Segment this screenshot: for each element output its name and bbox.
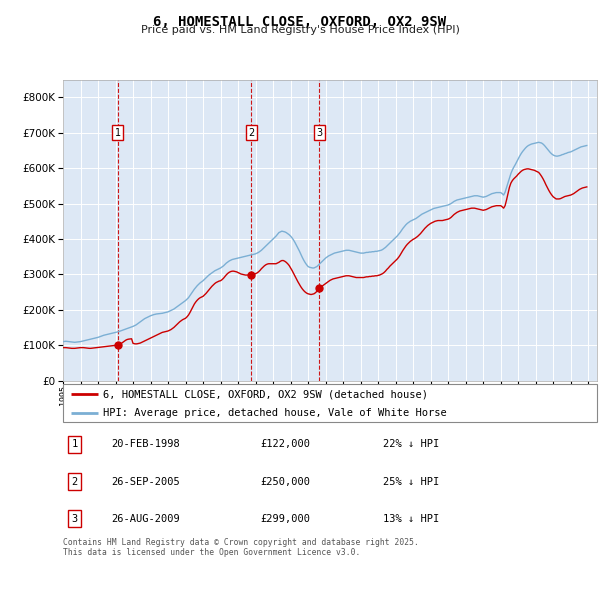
Text: 3: 3 <box>316 128 323 137</box>
Text: 2: 2 <box>248 128 254 137</box>
Text: £122,000: £122,000 <box>260 440 311 450</box>
Text: £299,000: £299,000 <box>260 514 311 524</box>
Text: 26-AUG-2009: 26-AUG-2009 <box>111 514 180 524</box>
Text: £250,000: £250,000 <box>260 477 311 487</box>
Text: Contains HM Land Registry data © Crown copyright and database right 2025.
This d: Contains HM Land Registry data © Crown c… <box>63 538 419 558</box>
Text: 26-SEP-2005: 26-SEP-2005 <box>111 477 180 487</box>
Text: 20-FEB-1998: 20-FEB-1998 <box>111 440 180 450</box>
Text: HPI: Average price, detached house, Vale of White Horse: HPI: Average price, detached house, Vale… <box>103 408 447 418</box>
Text: 22% ↓ HPI: 22% ↓ HPI <box>383 440 440 450</box>
Text: 6, HOMESTALL CLOSE, OXFORD, OX2 9SW (detached house): 6, HOMESTALL CLOSE, OXFORD, OX2 9SW (det… <box>103 389 428 399</box>
Text: Price paid vs. HM Land Registry's House Price Index (HPI): Price paid vs. HM Land Registry's House … <box>140 25 460 35</box>
Text: 3: 3 <box>71 514 78 524</box>
FancyBboxPatch shape <box>63 384 597 422</box>
Text: 6, HOMESTALL CLOSE, OXFORD, OX2 9SW: 6, HOMESTALL CLOSE, OXFORD, OX2 9SW <box>154 15 446 29</box>
Text: 1: 1 <box>71 440 78 450</box>
Text: 25% ↓ HPI: 25% ↓ HPI <box>383 477 440 487</box>
Text: 13% ↓ HPI: 13% ↓ HPI <box>383 514 440 524</box>
Text: 1: 1 <box>115 128 121 137</box>
Text: 2: 2 <box>71 477 78 487</box>
